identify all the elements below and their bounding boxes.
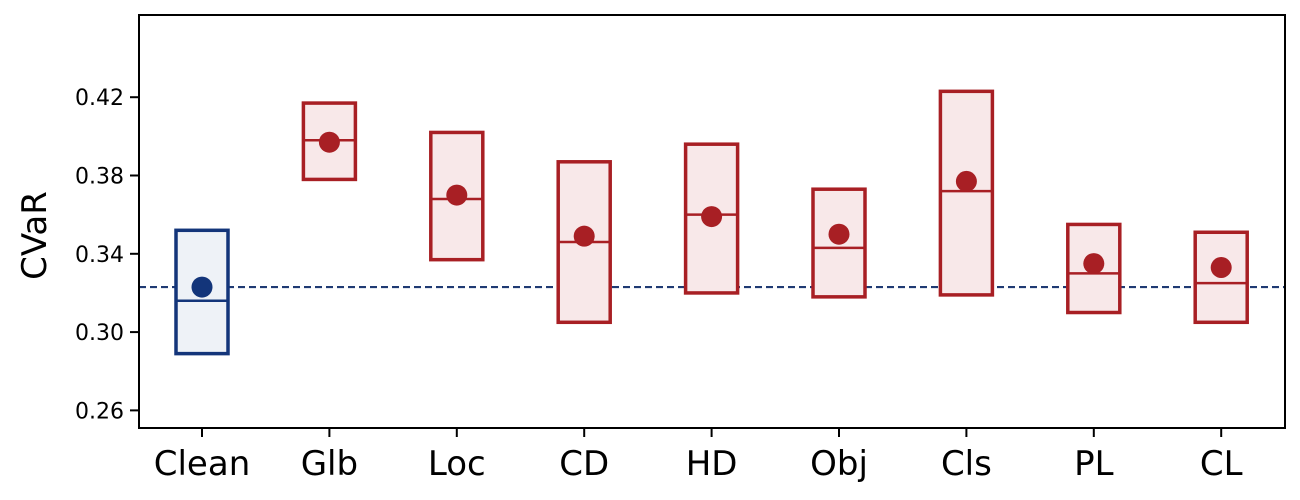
x-tick-label: HD — [686, 444, 738, 484]
box-obj — [811, 187, 867, 299]
y-axis-label: CVaR — [15, 191, 55, 280]
x-tick-label: CD — [559, 444, 609, 484]
x-tick-label: CL — [1200, 444, 1243, 484]
y-tick-label: 0.34 — [75, 243, 124, 268]
x-tick-label: Cls — [941, 444, 992, 484]
mean-point — [446, 184, 468, 206]
box-cl — [1193, 230, 1249, 325]
plot-area — [139, 89, 1285, 356]
x-tick-label: PL — [1074, 444, 1114, 484]
y-tick-label: 0.42 — [75, 86, 124, 111]
mean-point — [955, 170, 977, 192]
y-tick-label: 0.30 — [75, 321, 124, 346]
box-cd — [556, 160, 612, 325]
box-clean — [174, 228, 230, 356]
x-tick-label: Glb — [301, 444, 358, 484]
mean-point — [1083, 253, 1105, 275]
mean-point — [318, 131, 340, 153]
y-tick-label: 0.38 — [75, 165, 124, 190]
iqr-box — [938, 89, 995, 297]
y-tick-label: 0.26 — [75, 399, 124, 424]
box-pl — [1066, 222, 1122, 315]
x-tick-label: Loc — [428, 444, 486, 484]
iqr-box — [1066, 222, 1122, 315]
x-axis: Clean Glb Loc CD HD Obj Cls PL CL — [154, 428, 1243, 484]
x-tick-label: Obj — [810, 444, 868, 484]
mean-point — [701, 206, 723, 228]
y-axis: 0.26 0.30 0.34 0.38 0.42 — [75, 86, 139, 424]
mean-point — [1210, 256, 1232, 278]
box-loc — [429, 130, 485, 262]
x-tick-label: Clean — [154, 444, 251, 484]
mean-point — [573, 225, 595, 247]
mean-point — [828, 223, 850, 245]
box-hd — [683, 142, 740, 295]
mean-point — [191, 276, 213, 298]
box-cls — [938, 89, 995, 297]
box-glb — [301, 101, 358, 182]
